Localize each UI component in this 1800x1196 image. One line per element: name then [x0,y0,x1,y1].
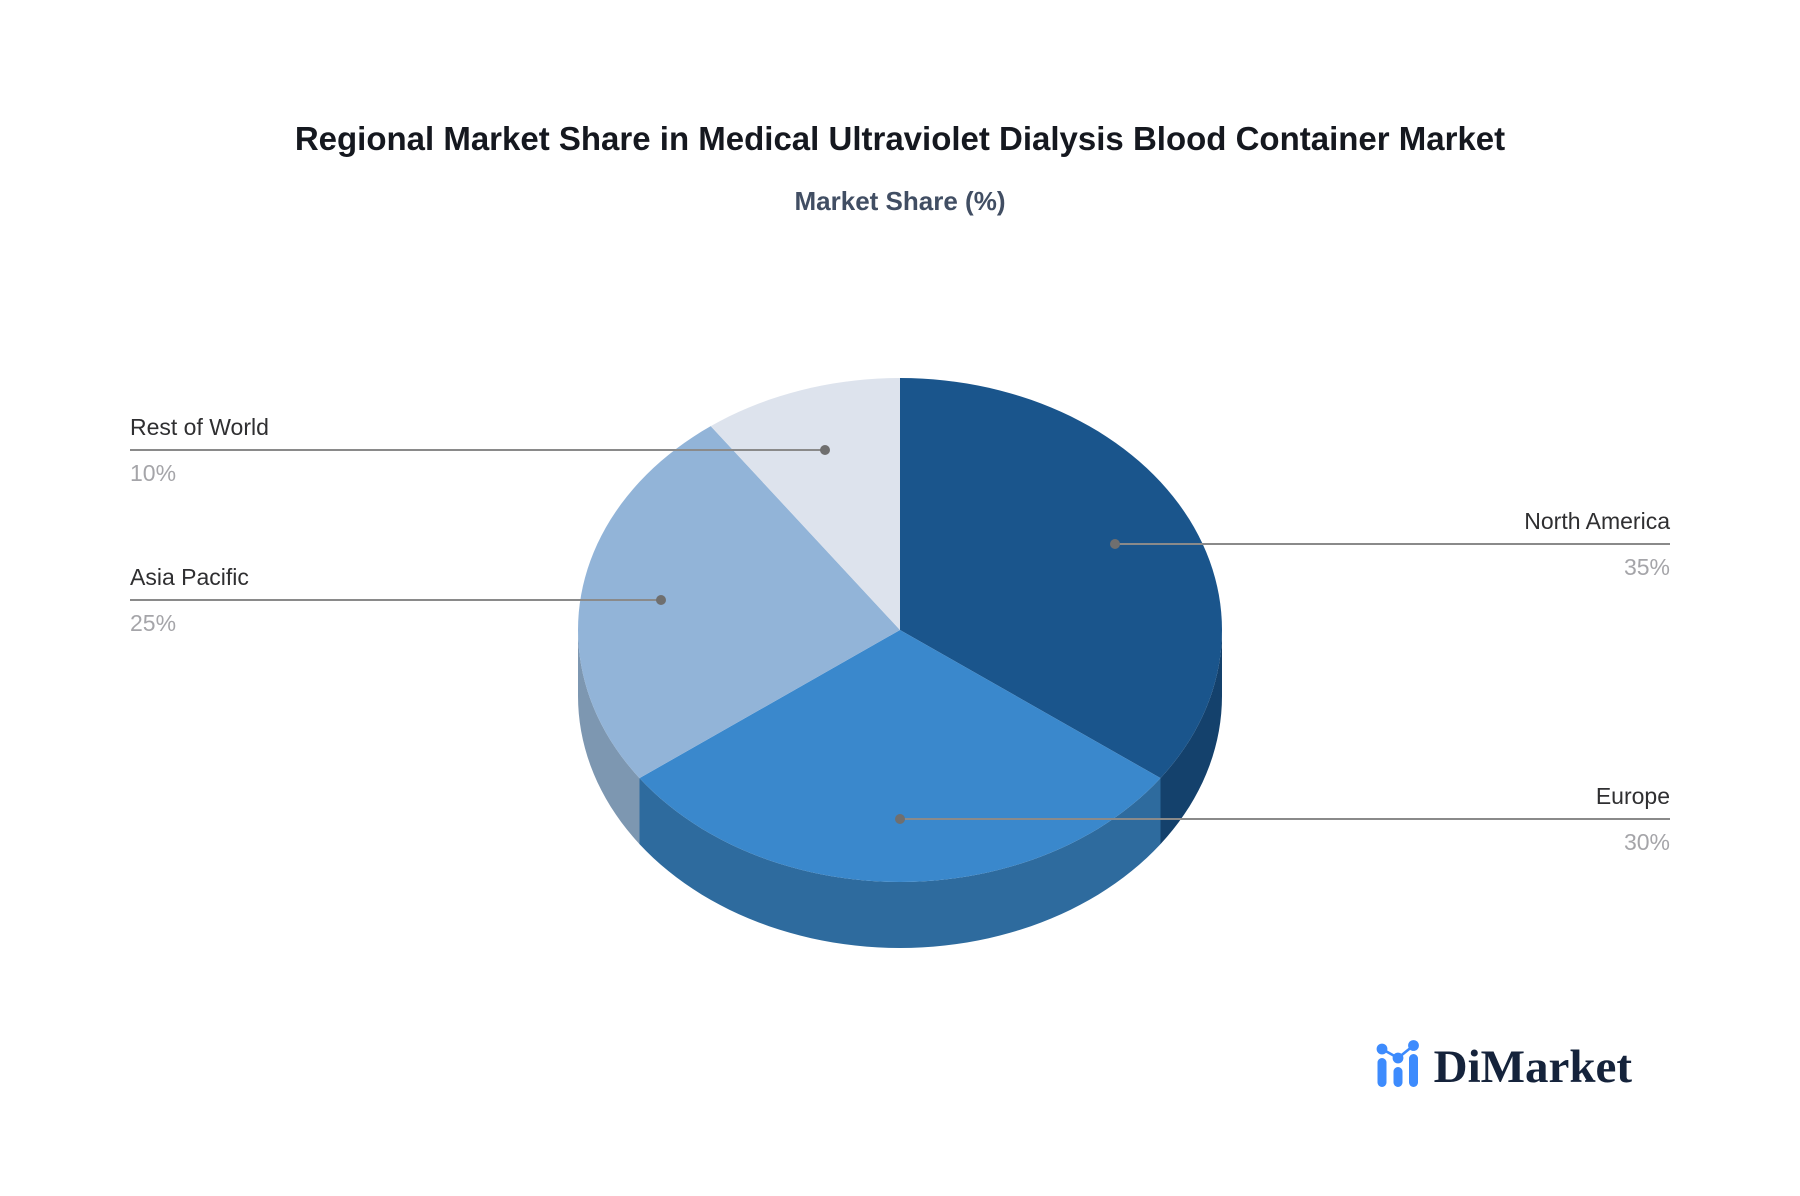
pie-slice-asia-pacific[interactable] [578,426,900,779]
leader-line-asia-pacific [130,599,662,602]
pie-slice-rest-of-world[interactable] [710,378,900,630]
pie-slice-north-america[interactable] [900,378,1222,779]
leader-dot-europe [895,814,905,824]
pie-slice-side-north-america [1160,630,1222,845]
pie-percent-rest-of-world: 10% [130,460,177,487]
chart-title: Regional Market Share in Medical Ultravi… [294,120,1506,157]
pie-percent-asia-pacific: 25% [130,610,177,637]
pie-label-europe: Europe [1595,783,1670,809]
leader-line-north-america [1115,543,1670,546]
brand-name: DiMarket [1433,1040,1632,1093]
leader-dot-rest-of-world [820,445,831,456]
leader-dot-asia-pacific [656,595,667,606]
leader-line-rest-of-world [130,449,826,452]
bar-chart-icon [1376,1040,1419,1087]
leader-dot-north-america [1110,539,1121,550]
brand-logo: DiMarket [1375,1040,1632,1090]
pie-label-asia-pacific: Asia Pacific [130,564,249,591]
pie-label-rest-of-world: Rest of World [130,414,269,441]
pie-percent-europe: 30% [1623,829,1670,855]
pie-label-north-america: North America [1524,508,1670,535]
pie-slice-side-europe [639,778,1161,948]
pie-slice-side-asia-pacific [578,630,640,845]
pie-percent-north-america: 35% [1623,554,1670,581]
chart-subtitle: Market Share (%) [794,186,1006,216]
leader-line-europe [900,818,1670,820]
